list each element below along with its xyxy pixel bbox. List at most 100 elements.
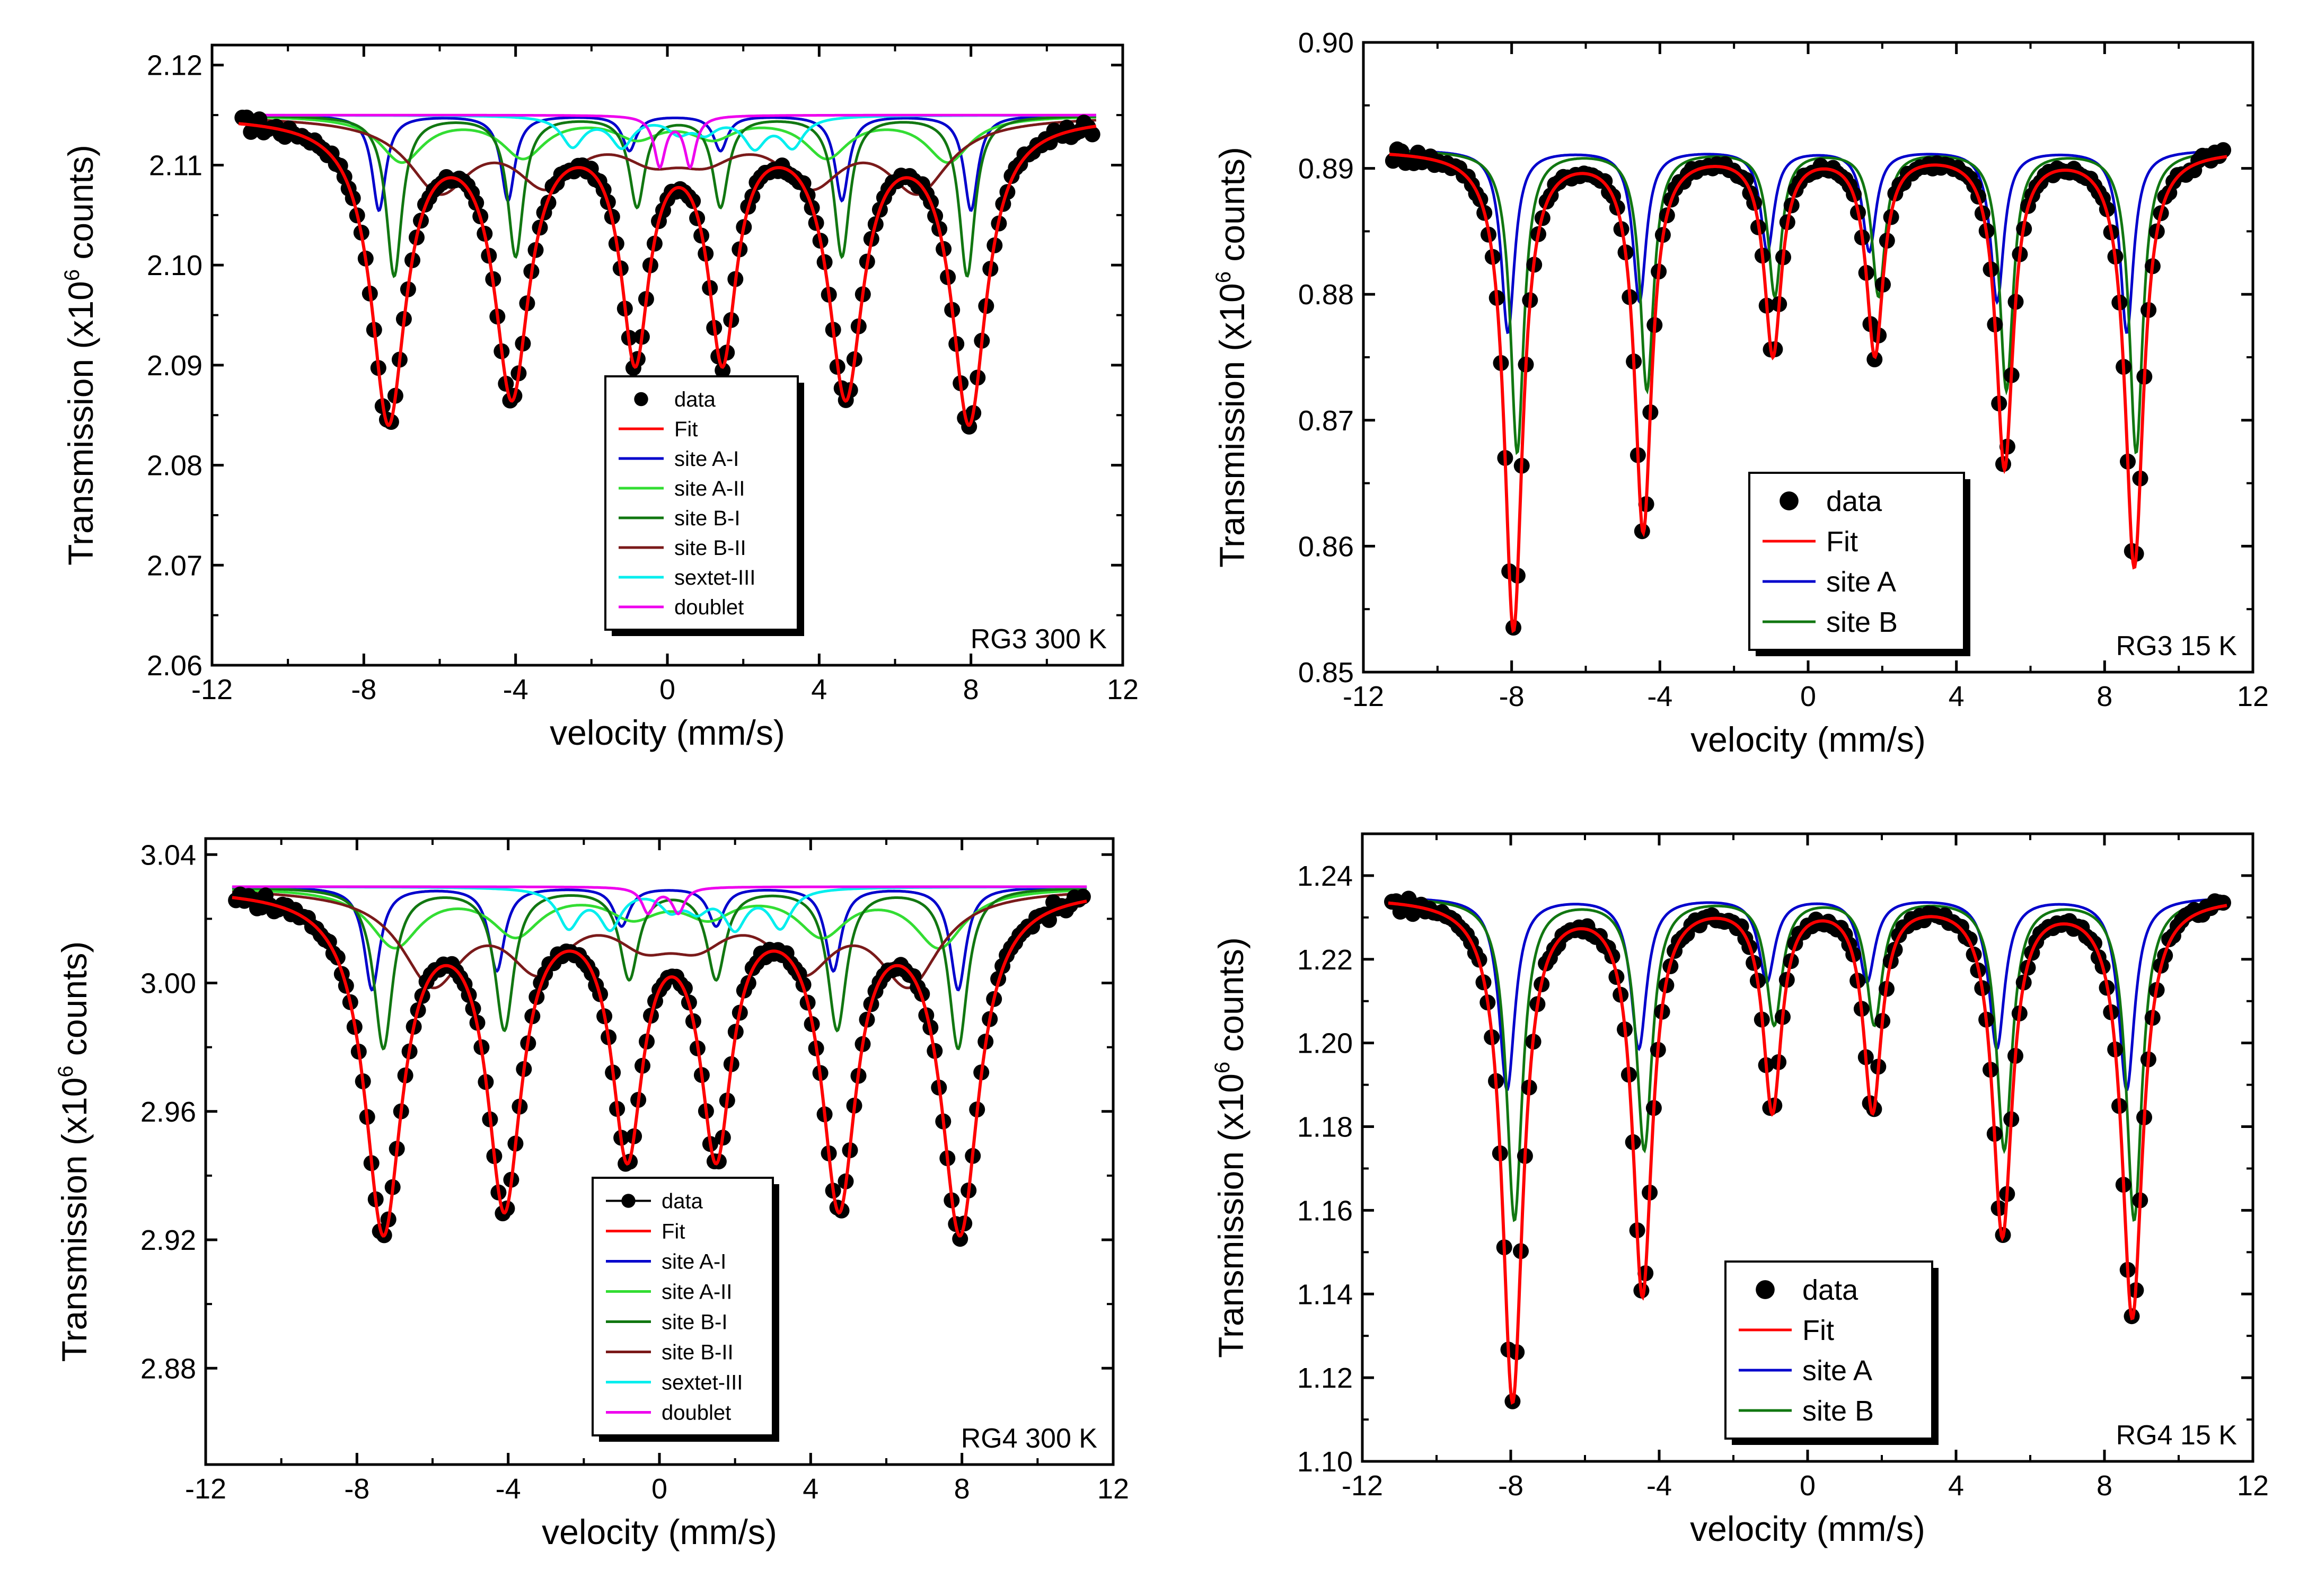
series-line-site-a-i: [239, 114, 1096, 213]
curves: [1388, 897, 2227, 1222]
x-tick-label: 4: [1949, 681, 1965, 712]
y-tick-label: 3.00: [140, 968, 196, 1000]
x-tick-label: -8: [351, 674, 376, 706]
x-tick-label: 0: [1800, 681, 1816, 712]
panel-label: RG3 300 K: [971, 624, 1107, 655]
curves: [232, 885, 1087, 1051]
y-tick-label: 0.85: [1298, 657, 1354, 689]
legend-label: sextet-III: [662, 1371, 743, 1395]
legend-label: site B-I: [662, 1311, 727, 1334]
x-tick-label: -4: [1647, 681, 1672, 712]
y-tick-label: 1.14: [1297, 1278, 1353, 1310]
x-axis-label: velocity (mm/s): [542, 1512, 777, 1551]
y-tick-label: 1.24: [1297, 860, 1353, 892]
y-tick-label: 2.06: [147, 650, 202, 682]
x-tick-label: 0: [1800, 1470, 1816, 1502]
fit-line: [238, 122, 1097, 427]
series-line-site-b-ii: [232, 890, 1087, 990]
chart-panel-4: -12 -8 -4 0 4 8 12 1.10 1.12 1.14 1.16 1.18 1.20 1.22…: [1211, 832, 2269, 1548]
fit-line: [1389, 153, 2227, 633]
curves: [1389, 149, 2227, 455]
y-tick-label: 2.08: [147, 450, 202, 482]
x-tick-label: -4: [1646, 1470, 1672, 1502]
x-tick-label: 8: [954, 1473, 970, 1505]
fit-line: [1388, 901, 2227, 1405]
legend: [604, 375, 799, 631]
y-tick-label: 0.87: [1298, 405, 1354, 437]
data-point: [952, 1231, 968, 1247]
series-line-site-a: [1388, 897, 2227, 1091]
data-point: [1084, 126, 1100, 143]
data-point: [1074, 888, 1091, 905]
data-point: [1733, 918, 1749, 934]
legend-label: data: [1802, 1274, 1858, 1306]
legend: [592, 1177, 774, 1436]
y-tick-label: 1.16: [1297, 1195, 1353, 1227]
y-axis-label: Transmission (x106 counts): [60, 145, 100, 566]
legend-label: data: [662, 1190, 703, 1213]
y-axis-label: Transmission (x106 counts): [1212, 147, 1252, 568]
x-tick-label: 12: [1097, 1473, 1129, 1505]
series-line-doublet: [239, 113, 1096, 170]
x-tick-label: 12: [1107, 674, 1139, 706]
chart-panel-2: -12 -8 -4 0 4 8 12 0.85 0.86 0.87 0.88 0.89 0.90 velo…: [1212, 27, 2269, 759]
legend: [1748, 472, 1965, 651]
legend-label: doublet: [674, 596, 744, 619]
legend-swatch: [621, 1194, 636, 1208]
x-tick-label: 12: [2237, 681, 2269, 712]
series-line-site-a-ii: [239, 116, 1096, 164]
legend-label: site A: [1826, 566, 1896, 598]
legend-label: site B: [1826, 606, 1898, 638]
legend-label: site A: [1802, 1355, 1872, 1387]
legend-swatch: [634, 392, 648, 407]
x-axis-label: velocity (mm/s): [550, 713, 785, 752]
fit-line: [232, 896, 1087, 1238]
y-axis-label: Transmission (x106 counts): [1211, 937, 1250, 1358]
data-point: [1866, 351, 1883, 367]
data-point: [2215, 142, 2232, 158]
legend-label: site A-I: [674, 447, 739, 471]
y-tick-label: 1.22: [1297, 944, 1353, 976]
series-line-doublet: [232, 885, 1087, 915]
x-tick-label: -8: [1498, 1470, 1523, 1502]
x-tick-label: -12: [185, 1473, 226, 1505]
series-line-site-b-i: [239, 114, 1096, 278]
legend-label: Fit: [1802, 1315, 1834, 1346]
panel-label: RG4 15 K: [2116, 1420, 2238, 1451]
series-line-site-b: [1388, 897, 2227, 1222]
legend-swatch: [1756, 1280, 1775, 1299]
x-tick-label: 4: [1948, 1470, 1964, 1502]
y-tick-label: 2.09: [147, 350, 202, 382]
x-tick-label: 4: [811, 674, 827, 706]
legend-swatch: [1780, 491, 1799, 510]
y-tick-label: 1.10: [1297, 1446, 1353, 1478]
y-tick-label: 3.04: [140, 839, 196, 871]
x-axis-label: velocity (mm/s): [1690, 1509, 1925, 1548]
y-tick-label: 2.07: [147, 550, 202, 581]
series-line-site-a: [1389, 149, 2227, 334]
legend-label: site B: [1802, 1395, 1874, 1427]
y-tick-label: 1.20: [1297, 1028, 1353, 1060]
x-tick-label: 12: [2237, 1470, 2269, 1502]
legend-label: Fit: [674, 418, 698, 441]
legend-label: Fit: [1826, 526, 1858, 558]
legend-label: site A-II: [674, 477, 745, 500]
y-tick-label: 1.12: [1297, 1362, 1353, 1394]
panel-label: RG4 300 K: [961, 1423, 1098, 1454]
legend-label: site A-I: [662, 1250, 726, 1274]
y-tick-label: 2.96: [140, 1096, 196, 1128]
chart-panel-3: -12 -8 -4 0 4 8 12 2.88 2.92 2.96 3.00 3.04 velocity…: [54, 837, 1129, 1551]
x-tick-label: -12: [1342, 1470, 1383, 1502]
y-tick-label: 2.10: [147, 250, 202, 281]
curves: [239, 113, 1097, 278]
y-tick-label: 2.92: [140, 1224, 196, 1256]
series-line-site-b-i: [232, 886, 1087, 1051]
x-tick-label: -4: [503, 674, 528, 706]
chart-panel-1: -12 -8 -4 0 4 8 12 2.06 2.07 2.08 2.09 2.10 2.11 2.12…: [60, 43, 1139, 752]
legend-label: sextet-III: [674, 566, 755, 589]
y-axis-label: Transmission (x106 counts): [54, 941, 94, 1362]
x-tick-label: -8: [1499, 681, 1525, 712]
x-tick-label: -12: [191, 674, 233, 706]
legend-label: site B-I: [674, 507, 740, 530]
